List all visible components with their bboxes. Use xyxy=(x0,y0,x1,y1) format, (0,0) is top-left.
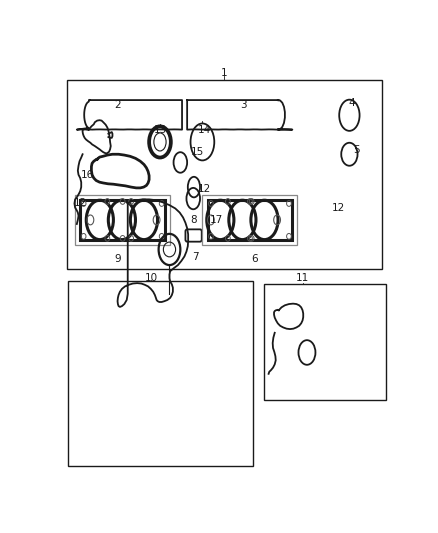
Text: 12: 12 xyxy=(332,203,345,213)
Bar xyxy=(208,200,293,240)
Text: 9: 9 xyxy=(114,254,121,264)
Text: 11: 11 xyxy=(296,273,309,283)
Text: 14: 14 xyxy=(198,125,211,135)
Text: 4: 4 xyxy=(349,98,355,108)
Text: 7: 7 xyxy=(192,252,199,262)
Bar xyxy=(80,200,165,240)
Bar xyxy=(202,195,297,245)
Text: 1: 1 xyxy=(221,68,228,78)
Bar xyxy=(68,281,253,466)
Text: 13: 13 xyxy=(153,125,166,135)
Text: 15: 15 xyxy=(191,147,204,157)
Text: 16: 16 xyxy=(80,170,94,180)
Text: 5: 5 xyxy=(353,145,360,155)
Text: 2: 2 xyxy=(114,100,121,110)
Text: 12: 12 xyxy=(198,184,211,194)
Bar xyxy=(264,284,386,400)
Text: 6: 6 xyxy=(252,254,258,264)
Text: 10: 10 xyxy=(145,273,158,283)
Text: 3: 3 xyxy=(240,100,247,110)
Bar xyxy=(75,195,170,245)
Text: 8: 8 xyxy=(191,215,197,225)
Text: 12: 12 xyxy=(74,198,87,208)
Bar xyxy=(67,80,382,269)
Text: 17: 17 xyxy=(209,215,223,225)
